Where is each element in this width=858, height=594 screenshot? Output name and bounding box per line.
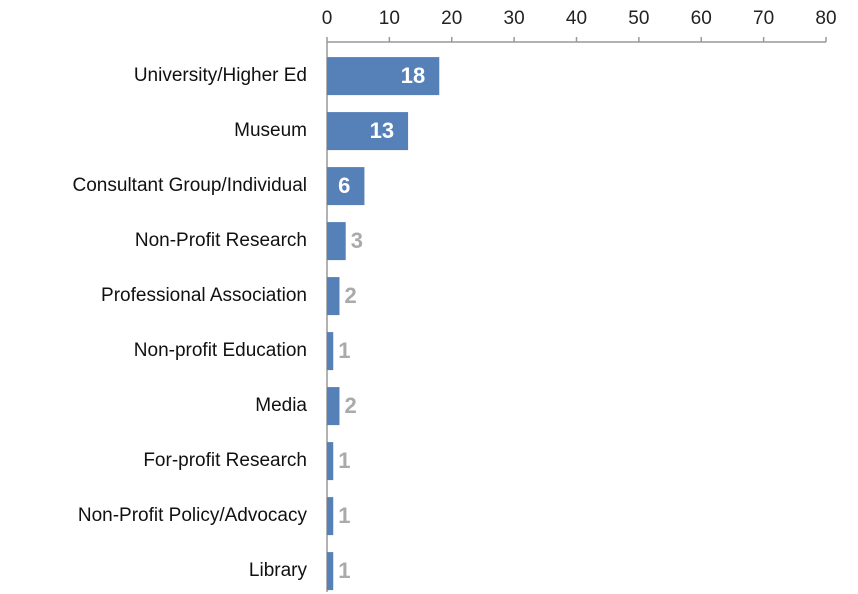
y-tick-label: Media xyxy=(255,395,307,416)
bar xyxy=(327,167,365,206)
data-label: 2 xyxy=(344,393,356,418)
y-tick-label: Library xyxy=(249,560,308,581)
x-tick-label: 50 xyxy=(628,8,649,29)
data-label: 1 xyxy=(338,558,350,583)
y-tick-label: For-profit Research xyxy=(143,450,307,471)
bar xyxy=(327,277,340,316)
data-label: 18 xyxy=(401,63,425,88)
x-tick-label: 60 xyxy=(691,8,712,29)
y-tick-label: Non-Profit Policy/Advocacy xyxy=(78,505,308,526)
bar xyxy=(327,112,409,151)
y-tick-label: Consultant Group/Individual xyxy=(73,175,307,196)
bar xyxy=(327,57,440,96)
x-tick-label: 30 xyxy=(504,8,525,29)
x-tick-label: 20 xyxy=(441,8,462,29)
bar xyxy=(327,222,346,261)
x-tick-label: 10 xyxy=(379,8,400,29)
data-label: 2 xyxy=(344,283,356,308)
bar xyxy=(327,497,334,536)
x-tick-label: 40 xyxy=(566,8,587,29)
y-tick-label: Non-profit Education xyxy=(134,340,307,361)
data-label: 1 xyxy=(338,503,350,528)
y-tick-label: University/Higher Ed xyxy=(134,65,307,86)
x-tick-label: 70 xyxy=(753,8,774,29)
data-label: 6 xyxy=(338,173,350,198)
y-tick-label: Museum xyxy=(234,120,307,141)
data-label: 1 xyxy=(338,338,350,363)
bar xyxy=(327,332,334,371)
y-tick-label: Professional Association xyxy=(101,285,307,306)
bar xyxy=(327,387,340,426)
data-label: 1 xyxy=(338,448,350,473)
data-label: 13 xyxy=(370,118,394,143)
bar xyxy=(327,442,334,481)
x-tick-label: 80 xyxy=(815,8,836,29)
data-label: 3 xyxy=(351,228,363,253)
y-tick-label: Non-Profit Research xyxy=(135,230,307,251)
bar xyxy=(327,552,334,591)
x-tick-label: 0 xyxy=(322,8,333,29)
